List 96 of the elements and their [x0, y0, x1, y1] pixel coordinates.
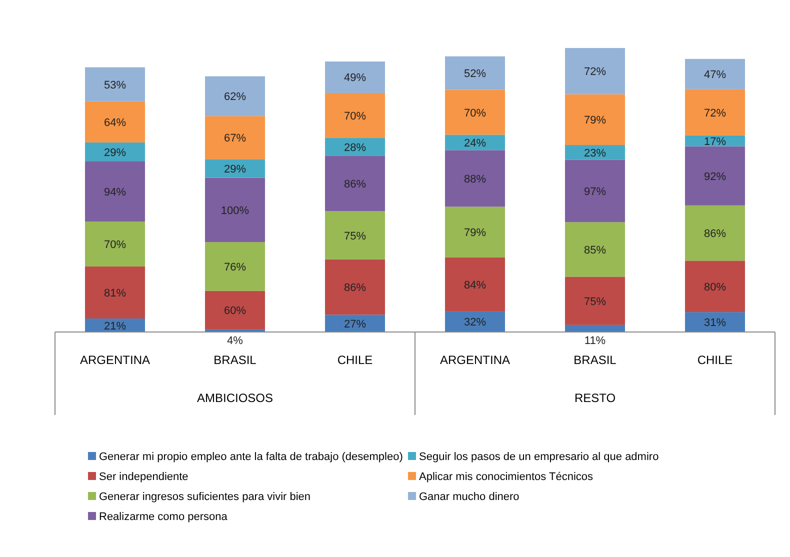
bar [565, 324, 625, 332]
data-label: 31% [704, 317, 726, 330]
bar [445, 257, 505, 312]
bar [685, 205, 745, 261]
bar [445, 206, 505, 258]
data-label: 86% [344, 178, 366, 191]
bar [325, 61, 385, 93]
bar [565, 94, 625, 146]
data-label: 75% [344, 230, 366, 242]
x-tick-label: ARGENTINA [80, 353, 150, 367]
x-tick-label: BRASIL [574, 353, 617, 367]
x-tick-label: CHILE [337, 353, 373, 367]
data-label: 62% [224, 91, 246, 104]
bar [565, 145, 625, 160]
data-label: 79% [584, 114, 606, 127]
bar [205, 159, 265, 178]
bar [325, 138, 385, 156]
data-label: 52% [464, 68, 486, 80]
data-label: 81% [104, 287, 126, 300]
legend-label: Ganar mucho dinero [419, 491, 520, 503]
text: RESTO [574, 391, 616, 405]
bar [685, 58, 745, 90]
data-label: 53% [104, 79, 126, 92]
data-label: 86% [704, 228, 726, 240]
data-label: 64% [104, 116, 126, 129]
legend-label: Seguir los pasos de un empresario al que admiro [419, 451, 659, 463]
data-label: 11% [584, 335, 606, 347]
bar [85, 221, 145, 266]
bar [685, 89, 745, 136]
bar [205, 116, 265, 160]
bar [685, 312, 745, 332]
bar [85, 161, 145, 222]
bar [325, 314, 385, 332]
bar [325, 156, 385, 212]
bar [325, 259, 385, 315]
data-label: 79% [464, 227, 486, 240]
bar [205, 178, 265, 242]
data-label: 76% [224, 261, 246, 274]
bar [325, 211, 385, 260]
data-label: 4% [227, 335, 244, 347]
bar [445, 311, 505, 332]
text: AMBICIOSOS [196, 391, 274, 405]
data-label: 84% [464, 279, 486, 292]
x-tick-label: BRASIL [214, 353, 257, 367]
data-label: 70% [464, 107, 486, 120]
data-label: 49% [344, 72, 366, 84]
x-tick-label: ARGENTINA [440, 353, 510, 367]
data-label: 47% [704, 69, 726, 82]
data-label: 75% [584, 296, 606, 308]
legend-label: Realizarme como persona [99, 511, 228, 523]
data-label: 29% [224, 163, 246, 176]
data-label: 24% [464, 137, 486, 150]
bar [565, 160, 625, 222]
data-label: 28% [344, 142, 366, 154]
data-label: 67% [224, 132, 246, 145]
bar [85, 142, 145, 162]
bar [685, 146, 745, 206]
bar [445, 134, 505, 150]
x-tick-label: CHILE [697, 353, 733, 367]
data-label: 72% [584, 66, 606, 78]
data-label: 100% [220, 204, 250, 217]
bar [565, 48, 625, 94]
bar [565, 222, 625, 277]
bar [325, 92, 385, 138]
data-label: 88% [464, 173, 486, 186]
data-label: 85% [584, 244, 606, 256]
data-label: 32% [464, 316, 486, 329]
data-label: 29% [104, 146, 126, 159]
bar [565, 276, 625, 325]
data-label: 21% [104, 320, 126, 332]
data-label: 70% [104, 238, 126, 251]
bar [445, 90, 505, 135]
bar [205, 290, 265, 330]
data-label: 86% [344, 282, 366, 294]
bar [445, 150, 505, 207]
legend-label: Generar mi propio empleo ante la falta de trabajo (desempleo) [99, 451, 403, 463]
data-label: 92% [704, 170, 726, 183]
data-label: 60% [224, 305, 246, 318]
data-label: 72% [704, 107, 726, 120]
data-label: 94% [104, 186, 126, 198]
bar [85, 266, 145, 319]
data-label: 23% [584, 147, 606, 160]
legend-label: Generar ingresos suficientes para vivir bien [99, 491, 311, 503]
data-label: 70% [344, 110, 366, 122]
bar [205, 242, 265, 291]
bar [685, 260, 745, 312]
bar [445, 56, 505, 90]
bar [85, 67, 145, 102]
legend-label: Aplicar mis conocimientos Técnicos [419, 471, 594, 483]
data-label: 27% [344, 318, 366, 330]
bar [85, 101, 145, 142]
legend-label: Ser independiente [99, 471, 188, 483]
data-label: 97% [584, 186, 606, 198]
data-label: 80% [704, 281, 726, 294]
bar [205, 76, 265, 116]
data-label: 17% [704, 136, 726, 148]
